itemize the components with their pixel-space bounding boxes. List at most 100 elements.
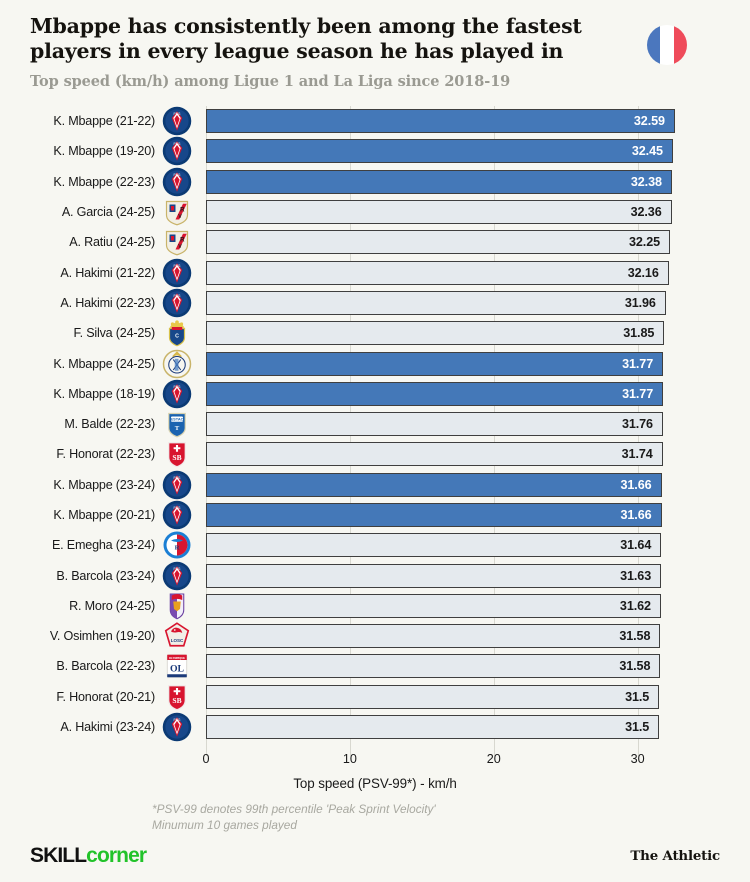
bar-value-label: 31.63: [620, 568, 652, 583]
bar-value-label: 31.5: [625, 689, 650, 704]
skillcorner-logo: SKILLcorner: [30, 844, 147, 868]
bar[interactable]: 31.76: [206, 412, 663, 437]
row-player-label: A. Hakimi (22-23): [60, 295, 155, 310]
bar[interactable]: 32.36: [206, 200, 672, 225]
bar[interactable]: 32.38: [206, 169, 672, 194]
lille-crest-icon: LOSC: [162, 621, 192, 651]
svg-text:PSG: PSG: [174, 294, 181, 298]
svg-text:PSG: PSG: [174, 112, 181, 116]
bar-track: 32.38: [206, 169, 688, 194]
troyes-crest-icon: ESTAC T: [162, 409, 192, 439]
psg-crest-icon: PSG: [162, 500, 192, 530]
bar-value-label: 31.96: [624, 295, 656, 310]
bar-track: 31.63: [206, 563, 688, 588]
bar[interactable]: 31.77: [206, 381, 664, 406]
bar-value-label: 32.59: [633, 114, 665, 129]
valladolid-crest-icon: [162, 591, 192, 621]
bar-value-label: 31.66: [620, 508, 652, 522]
psg-crest-icon: PSG: [162, 258, 192, 288]
bar[interactable]: 31.64: [206, 533, 662, 558]
bar[interactable]: 31.74: [206, 442, 663, 467]
psg-crest-icon: PSG: [162, 106, 192, 136]
svg-text:OL: OL: [170, 664, 185, 675]
bar-track: 31.64: [206, 533, 688, 558]
bar[interactable]: 31.62: [206, 593, 661, 618]
bar-value-label: 31.77: [622, 356, 654, 371]
bar[interactable]: 32.59: [206, 109, 675, 134]
svg-text:R: R: [180, 238, 185, 244]
chart-row: F. Honorat (22-23) SB 31.74: [0, 439, 750, 469]
bar-value-label: 31.74: [621, 447, 653, 462]
row-player-label: K. Mbappe (24-25): [53, 356, 155, 371]
bar-chart: K. Mbappe (21-22) PSG 32.59 K. Mbappe (19-2…: [0, 106, 750, 742]
bar-track: 31.62: [206, 593, 688, 618]
bar[interactable]: 31.96: [206, 290, 666, 315]
bar[interactable]: 31.5: [206, 715, 660, 740]
row-player-label: F. Honorat (20-21): [56, 689, 155, 704]
row-player-label: B. Barcola (22-23): [56, 659, 155, 674]
france-flag-icon: [647, 25, 687, 65]
bar-track: 32.59: [206, 109, 688, 134]
svg-text:ESTAC: ESTAC: [171, 417, 184, 422]
chart-row: B. Barcola (23-24) PSG 31.63: [0, 560, 750, 590]
bar[interactable]: 31.58: [206, 654, 661, 679]
chart-row: K. Mbappe (21-22) PSG 32.59: [0, 106, 750, 136]
brest-crest-icon: SB: [162, 439, 192, 469]
footnote-line-2: Minumum 10 games played: [152, 818, 297, 832]
bar-value-label: 32.16: [627, 265, 659, 280]
bar-value-label: 31.58: [619, 629, 651, 644]
bar[interactable]: 31.58: [206, 624, 661, 649]
bar[interactable]: 32.16: [206, 260, 669, 285]
cadiz-crest-icon: C: [162, 318, 192, 348]
row-player-label: K. Mbappe (18-19): [53, 386, 155, 401]
bar[interactable]: 32.25: [206, 230, 670, 255]
svg-text:V: V: [178, 244, 182, 250]
row-player-label: K. Mbappe (19-20): [53, 144, 155, 159]
chart-row: K. Mbappe (23-24) PSG 31.66: [0, 470, 750, 500]
x-axis-tick-label: 20: [486, 752, 501, 766]
row-player-label: K. Mbappe (23-24): [53, 477, 155, 492]
row-player-label: F. Honorat (22-23): [56, 447, 155, 462]
bar-value-label: 32.25: [628, 235, 660, 250]
bar[interactable]: 31.63: [206, 563, 662, 588]
row-player-label: K. Mbappe (21-22): [53, 114, 155, 129]
psg-crest-icon: PSG: [162, 470, 192, 500]
chart-row: K. Mbappe (22-23) PSG 32.38: [0, 167, 750, 197]
svg-text:V: V: [178, 214, 182, 220]
bar[interactable]: 32.45: [206, 139, 673, 164]
bar-value-label: 32.38: [630, 174, 662, 189]
lyon-crest-icon: OLYMPIQUE OL: [162, 651, 192, 681]
bar[interactable]: 31.85: [206, 321, 665, 346]
logo-text-skill: SKILL: [30, 844, 87, 867]
bar-track: 31.85: [206, 321, 688, 346]
svg-text:PSG: PSG: [174, 385, 181, 389]
bar[interactable]: 31.66: [206, 503, 662, 527]
svg-text:PSG: PSG: [174, 476, 181, 480]
bar[interactable]: 31.66: [206, 472, 662, 497]
bar-track: 32.16: [206, 260, 688, 285]
psg-crest-icon: PSG: [162, 167, 192, 197]
svg-text:R: R: [175, 545, 180, 552]
bar-track: 31.66: [206, 472, 688, 497]
bar-track: 31.74: [206, 442, 688, 467]
svg-text:LOSC: LOSC: [171, 638, 184, 643]
svg-text:PSG: PSG: [174, 264, 181, 268]
row-player-label: B. Barcola (23-24): [56, 568, 155, 583]
x-axis-tick-label: 10: [342, 752, 357, 766]
bar[interactable]: 31.5: [206, 684, 660, 709]
bar-value-label: 31.77: [622, 386, 654, 401]
svg-text:T: T: [175, 425, 180, 432]
x-axis-tick-label: 30: [630, 752, 645, 766]
psg-crest-icon: PSG: [162, 712, 192, 742]
bar-value-label: 31.64: [620, 538, 652, 553]
x-axis-title: Top speed (PSV-99*) - km/h: [293, 776, 457, 791]
row-player-label: K. Mbappe (22-23): [53, 174, 155, 189]
chart-row: A. Hakimi (23-24) PSG 31.5: [0, 712, 750, 742]
bar-track: 32.36: [206, 200, 688, 225]
page-subtitle: Top speed (km/h) among Ligue 1 and La Li…: [30, 73, 511, 90]
the-athletic-credit: The Athletic: [630, 848, 720, 864]
chart-row: A. Garcia (24-25) R V 32.36: [0, 197, 750, 227]
bar[interactable]: 31.77: [206, 351, 664, 376]
chart-row: F. Silva (24-25) C 31.85: [0, 318, 750, 348]
